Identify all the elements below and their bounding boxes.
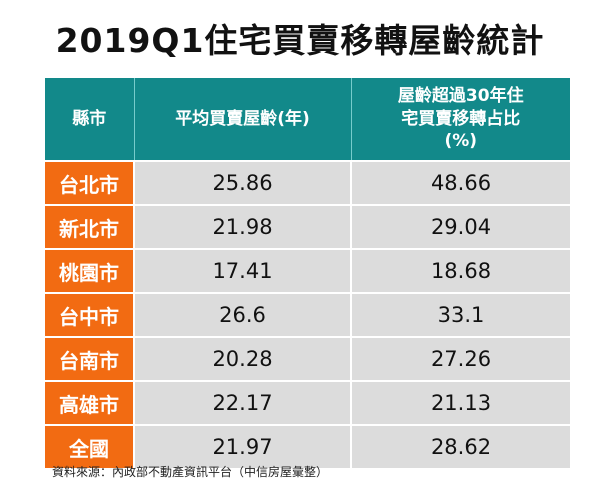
city-cell: 全國 — [45, 424, 135, 468]
city-cell: 台中市 — [45, 292, 135, 337]
table-header-row: 縣市 平均買賣屋齡(年) 屋齡超過30年住宅買賣移轉占比(%) — [45, 78, 570, 161]
city-cell: 台南市 — [45, 336, 135, 381]
avg-age-cell: 21.97 — [134, 424, 352, 468]
city-cell: 台北市 — [45, 160, 135, 205]
table-row: 桃園市 17.41 18.68 — [45, 248, 570, 293]
avg-age-cell: 20.28 — [134, 336, 352, 381]
city-cell: 高雄市 — [45, 380, 135, 425]
table-row: 台北市 25.86 48.66 — [45, 160, 570, 205]
over30-pct-cell: 28.62 — [351, 424, 570, 468]
table-row: 台中市 26.6 33.1 — [45, 292, 570, 337]
avg-age-cell: 17.41 — [134, 248, 352, 293]
avg-age-cell: 22.17 — [134, 380, 352, 425]
city-cell: 桃園市 — [45, 248, 135, 293]
page-title: 2019Q1住宅買賣移轉屋齡統計 — [55, 21, 545, 60]
table-row: 台南市 20.28 27.26 — [45, 336, 570, 381]
avg-age-cell: 21.98 — [134, 204, 352, 249]
city-cell: 新北市 — [45, 204, 135, 249]
source-note: 資料來源：內政部不動產資訊平台（中信房屋彙整） — [52, 465, 329, 479]
over30-pct-cell: 27.26 — [351, 336, 570, 381]
table-row: 全國 21.97 28.62 — [45, 424, 570, 468]
column-header-over30: 屋齡超過30年住宅買賣移轉占比(%) — [351, 78, 570, 161]
over30-pct-cell: 29.04 — [351, 204, 570, 249]
over30-pct-cell: 18.68 — [351, 248, 570, 293]
avg-age-cell: 25.86 — [134, 160, 352, 205]
avg-age-cell: 26.6 — [134, 292, 352, 337]
table-row: 高雄市 22.17 21.13 — [45, 380, 570, 425]
column-header-city: 縣市 — [45, 78, 135, 161]
over30-pct-cell: 33.1 — [351, 292, 570, 337]
over30-pct-cell: 21.13 — [351, 380, 570, 425]
data-table: 縣市 平均買賣屋齡(年) 屋齡超過30年住宅買賣移轉占比(%) 台北市 25.86… — [45, 78, 570, 468]
over30-pct-cell: 48.66 — [351, 160, 570, 205]
column-header-avg-age: 平均買賣屋齡(年) — [134, 78, 352, 161]
table-row: 新北市 21.98 29.04 — [45, 204, 570, 249]
